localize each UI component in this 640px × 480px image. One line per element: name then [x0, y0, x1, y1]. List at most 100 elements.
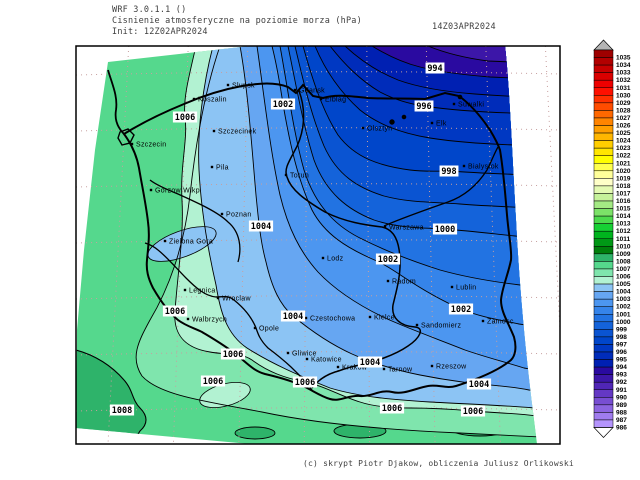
colorbar-cell: [593, 404, 614, 413]
city-label: Szczecin: [136, 142, 166, 149]
colorbar-cell: [593, 147, 614, 156]
city-label: Szczecinek: [218, 129, 257, 136]
city-label: Poznan: [226, 212, 252, 219]
colorbar-tick-label: 997: [616, 341, 627, 348]
colorbar-cell: [593, 57, 614, 66]
city-marker: Opole: [253, 326, 279, 333]
colorbar-tick-label: 993: [616, 372, 627, 379]
city-label: Pila: [216, 165, 229, 172]
city-label: Gdansk: [299, 88, 325, 95]
vistula-river: [285, 90, 422, 389]
colorbar-tick-label: 1027: [616, 115, 631, 122]
city-dot: [226, 83, 230, 87]
colorbar-cell: [593, 268, 614, 277]
colorbar-tick-label: 1016: [616, 198, 631, 205]
colorbar-cell: [593, 178, 614, 187]
colorbar-tick-label: 1000: [616, 319, 631, 326]
model-version: WRF 3.0.1.1 (): [112, 5, 187, 15]
isobar-label-text: 1004: [360, 358, 380, 368]
city-dot: [452, 102, 456, 106]
isobar-label: 1006: [460, 405, 486, 417]
colorbar-tick-label: 992: [616, 379, 627, 386]
isobar-label: 994: [425, 62, 445, 74]
city-marker: Warszawa: [383, 225, 424, 232]
isobar-label: 1004: [280, 310, 306, 322]
colorbar-tick-label: 996: [616, 349, 627, 356]
city-marker: Radom: [386, 279, 416, 286]
isobar-1008: [76, 349, 147, 444]
plot-title: Cisnienie atmosferyczne na poziomie morz…: [112, 16, 362, 26]
colorbar-cell: [593, 208, 614, 217]
city-dot: [361, 126, 365, 130]
city-dot: [130, 142, 134, 146]
city-marker: Szczecinek: [212, 129, 257, 136]
city-dot: [319, 97, 323, 101]
city-marker: Rzeszow: [430, 364, 467, 371]
isobar-label: 1006: [292, 376, 318, 388]
isobar-label-text: 1002: [378, 255, 398, 265]
isobar-label-text: 996: [416, 102, 431, 112]
colorbar-tick-label: 1003: [616, 296, 631, 303]
city-dot: [163, 239, 167, 243]
city-label: Radom: [392, 279, 416, 286]
isobar-label-text: 1000: [435, 225, 455, 235]
isobar-label-box: [425, 62, 445, 74]
city-dot: [462, 164, 466, 168]
isobar-label: 1002: [375, 253, 401, 265]
isobar-994: [371, 46, 537, 81]
isobar-label-text: 1004: [469, 380, 489, 390]
colorbar-cell: [593, 291, 614, 300]
city-dot: [415, 323, 419, 327]
colorbar-tick-label: 1009: [616, 251, 631, 258]
city-dot: [304, 316, 308, 320]
isobar-label-text: 1002: [451, 305, 471, 315]
colorbar-cell: [593, 72, 614, 81]
city-marker: Pila: [210, 165, 229, 172]
city-marker: Lodz: [321, 256, 344, 263]
isobar-label-text: 1002: [273, 100, 293, 110]
colorbar-cell: [593, 389, 614, 398]
isobar-label: 996: [414, 100, 434, 112]
city-label: Lodz: [327, 256, 344, 263]
colorbar-cell: [593, 366, 614, 375]
isobar-label: 1000: [432, 223, 458, 235]
colorbar-tick-label: 1023: [616, 145, 631, 152]
city-dot: [212, 129, 216, 133]
isobar-label-text: 1006: [223, 350, 243, 360]
colorbar-cell: [593, 200, 614, 209]
city-label: Elblag: [325, 97, 346, 104]
colorbar-cell: [593, 329, 614, 338]
isobar-label: 998: [439, 165, 459, 177]
city-dot: [430, 121, 434, 125]
colorbar-cell: [593, 298, 614, 307]
isobar-label: 1002: [270, 98, 296, 110]
colorbar-tick-label: 1029: [616, 100, 631, 107]
colorbar-tick-label: 1021: [616, 160, 631, 167]
city-marker: Elk: [430, 121, 447, 128]
city-marker: Gdansk: [293, 88, 325, 95]
colorbar-cell: [593, 170, 614, 179]
colorbar-cell: [593, 336, 614, 345]
city-label: Gorzow Wlkp: [155, 188, 200, 195]
colorbar-cell: [593, 163, 614, 172]
isobar-label-box: [109, 404, 135, 416]
isobar-1007: [135, 46, 537, 439]
city-marker: Bialystok: [462, 164, 499, 171]
isobar-label-text: 1006: [382, 404, 402, 414]
colorbar-cell: [593, 381, 614, 391]
colorbar: 1035103410331032103110301029102810271026…: [593, 39, 631, 439]
colorbar-tick-label: 1026: [616, 123, 631, 130]
city-label: Czestochowa: [310, 316, 355, 323]
colorbar-tick-label: 1031: [616, 85, 631, 92]
colorbar-cell: [593, 374, 614, 383]
city-marker: Gorzow Wlkp: [149, 188, 200, 195]
city-label: Wroclaw: [222, 296, 251, 303]
city-dot: [286, 351, 290, 355]
city-label: Suwalki: [458, 102, 484, 109]
isobar-label: 1004: [466, 378, 492, 390]
isobar-997: [314, 46, 537, 147]
city-marker: Kielce: [368, 315, 395, 322]
city-label: Rzeszow: [436, 364, 467, 371]
isobar-label-text: 1004: [251, 222, 271, 232]
